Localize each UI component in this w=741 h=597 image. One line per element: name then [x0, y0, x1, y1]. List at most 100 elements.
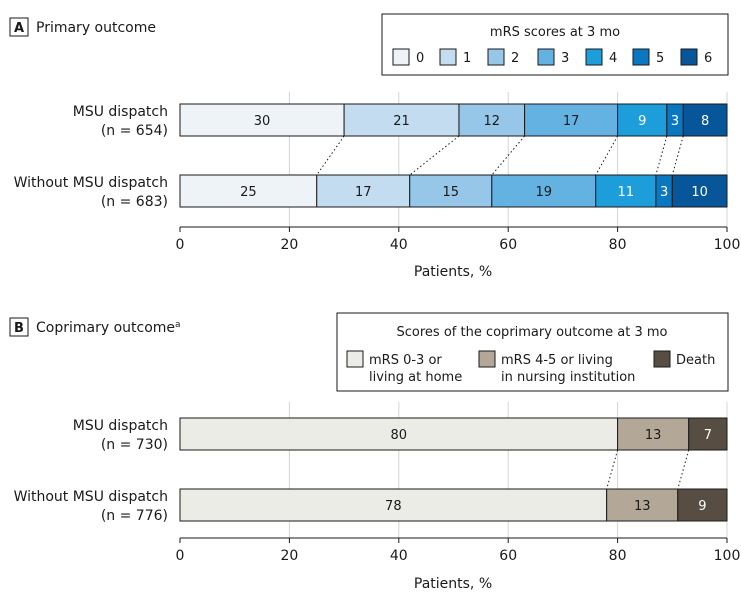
bar-value-label: 17 — [563, 114, 580, 129]
legend-swatch — [653, 350, 671, 368]
connector-line — [595, 135, 619, 176]
legend-swatch — [585, 48, 603, 66]
legend-label: 4 — [609, 51, 617, 66]
bar-value-label: 3 — [660, 185, 668, 200]
panel-a-chart: 0 20 40 60 80 100 MSU dispatch (n = 654) 30 21 12 1… — [14, 92, 741, 253]
bar-value-label: 10 — [691, 185, 708, 200]
bar-value-label: 13 — [645, 428, 662, 443]
bar-segment — [179, 103, 345, 137]
bar-segment — [617, 103, 668, 137]
connector-line — [606, 449, 619, 490]
bar-value-label: 7 — [704, 428, 712, 443]
bar-value-label: 17 — [355, 185, 372, 200]
legend-swatch — [346, 350, 364, 368]
legend-label: living at home — [369, 370, 462, 385]
legend-label: 0 — [416, 51, 424, 66]
panel-a-legend: mRS scores at 3 mo 0 1 2 3 4 5 6 — [381, 13, 729, 76]
panel-a-letter-box — [9, 17, 29, 37]
x-tick-label: 80 — [609, 548, 627, 564]
legend-label: Death — [676, 353, 715, 368]
panel-a-legend-title: mRS scores at 3 mo — [490, 25, 620, 40]
bar-segment — [179, 174, 318, 208]
bar-segment — [179, 488, 608, 522]
connector-line — [316, 135, 345, 176]
legend-label: 6 — [704, 51, 712, 66]
legend-label: 3 — [561, 51, 569, 66]
bar-segment — [617, 417, 690, 451]
panel-a-legend-frame — [381, 13, 729, 76]
bar-segment — [491, 174, 597, 208]
x-tick-label: 60 — [499, 237, 517, 253]
row-label-n: (n = 776) — [101, 508, 168, 524]
bar-segment — [316, 174, 411, 208]
x-tick-label: 0 — [176, 237, 185, 253]
bar-segment — [179, 417, 619, 451]
panel-b-title-text: Coprimary outcome — [36, 320, 175, 336]
bar-value-label: 78 — [385, 499, 402, 514]
bar-value-label: 25 — [240, 185, 257, 200]
legend-label: mRS 4-5 or living — [501, 353, 613, 368]
bar-segment — [671, 174, 728, 208]
row-label: MSU dispatch — [73, 418, 168, 434]
panel-a-legend-items: 0 1 2 3 4 5 6 — [392, 48, 712, 66]
legend-label: mRS 0-3 or — [369, 353, 442, 368]
panel-a-x-axis-title: Patients, % — [414, 264, 492, 280]
legend-swatch — [632, 48, 650, 66]
bar-value-label: 12 — [484, 114, 501, 129]
panel-b-title-superscript: a — [175, 320, 181, 330]
legend-label: 2 — [511, 51, 519, 66]
x-tick-label: 40 — [390, 237, 408, 253]
legend-label: 1 — [463, 51, 471, 66]
legend-swatch — [478, 350, 496, 368]
bar-value-label: 3 — [671, 114, 679, 129]
panel-b-x-axis-title: Patients, % — [414, 576, 492, 592]
legend-swatch — [537, 48, 555, 66]
legend-label: 5 — [656, 51, 664, 66]
x-tick-label: 20 — [280, 548, 298, 564]
x-tick-label: 100 — [714, 548, 741, 564]
bar-segment — [595, 174, 657, 208]
row-label: Without MSU dispatch — [14, 175, 168, 191]
panel-b-title: Coprimary outcomea — [36, 320, 181, 336]
bar-value-label: 13 — [634, 499, 651, 514]
panel-b-chart: 0 20 40 60 80 100 MSU dispatch (n = 730) 80 13 7 Wi… — [14, 402, 741, 564]
legend-swatch — [392, 48, 410, 66]
x-tick-label: 100 — [714, 237, 741, 253]
connector-line — [409, 135, 460, 176]
bar-value-label: 21 — [393, 114, 410, 129]
bar-segment — [677, 488, 728, 522]
row-label: MSU dispatch — [73, 104, 168, 120]
row-label: Without MSU dispatch — [14, 489, 168, 505]
bar-value-label: 11 — [618, 185, 635, 200]
bar-value-label: 19 — [535, 185, 552, 200]
legend-swatch — [439, 48, 457, 66]
row-label-n: (n = 730) — [101, 437, 168, 453]
bar-value-label: 30 — [254, 114, 271, 129]
connector-line — [677, 449, 690, 490]
bar-value-label: 8 — [701, 114, 709, 129]
panel-a-letter: A — [14, 21, 24, 36]
panel-b-letter: B — [14, 321, 24, 336]
bar-value-label: 9 — [638, 114, 646, 129]
connector-line — [491, 135, 525, 176]
x-tick-label: 80 — [609, 237, 627, 253]
bar-segment — [524, 103, 619, 137]
row-label-n: (n = 683) — [101, 194, 168, 210]
x-tick-label: 60 — [499, 548, 517, 564]
bar-segment — [682, 103, 728, 137]
legend-swatch — [487, 48, 505, 66]
connector-line — [655, 135, 668, 176]
connector-line — [671, 135, 684, 176]
x-tick-label: 40 — [390, 548, 408, 564]
bar-segment — [409, 174, 493, 208]
panel-b-legend: Scores of the coprimary outcome at 3 mo … — [336, 312, 729, 392]
x-tick-label: 20 — [280, 237, 298, 253]
x-tick-label: 0 — [176, 548, 185, 564]
bar-value-label: 15 — [442, 185, 459, 200]
bar-segment — [688, 417, 728, 451]
panel-b-letter-box — [9, 317, 29, 337]
panel-b-legend-title: Scores of the coprimary outcome at 3 mo — [397, 325, 668, 340]
bar-value-label: 80 — [391, 428, 408, 443]
legend-label: in nursing institution — [501, 370, 635, 385]
